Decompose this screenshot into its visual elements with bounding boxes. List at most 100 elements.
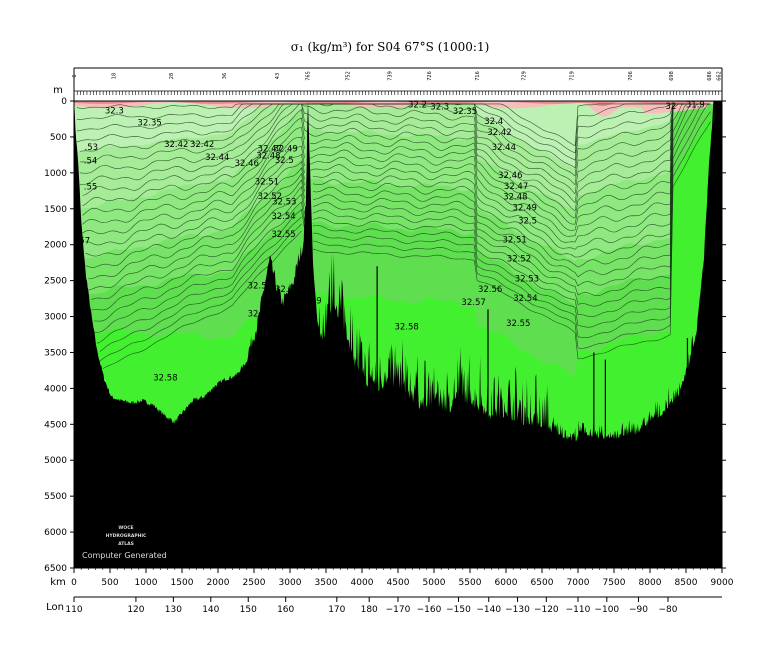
x-tick-label: 6000 bbox=[495, 578, 518, 588]
contour-label: 32.42 bbox=[190, 140, 214, 150]
lon-tick-label: −110 bbox=[566, 605, 591, 615]
contour-label: 32.2 bbox=[408, 101, 427, 111]
contour-line bbox=[88, 103, 711, 291]
contour-label: 32.54 bbox=[271, 212, 295, 222]
contour-label: 32.51 bbox=[255, 177, 279, 187]
x-tick-label: 2000 bbox=[207, 578, 230, 588]
y-tick-label: 0 bbox=[61, 97, 67, 107]
contour-label: 32.48 bbox=[503, 193, 527, 203]
y-tick-label: 6500 bbox=[44, 564, 67, 574]
contour-label: 32.46 bbox=[498, 171, 522, 181]
surface-layer bbox=[74, 101, 722, 117]
station-label: 706 bbox=[628, 71, 634, 81]
x-tick-label: 7000 bbox=[567, 578, 590, 588]
contour-label: 32.58 bbox=[394, 323, 418, 333]
y-tick-label: 6000 bbox=[44, 528, 67, 538]
contour-label: .55 bbox=[84, 182, 98, 192]
x-tick-label: 5000 bbox=[423, 578, 446, 588]
contour-label: 32.35 bbox=[137, 119, 161, 129]
station-label: 719 bbox=[570, 71, 576, 81]
y-tick-label: 3500 bbox=[44, 348, 67, 358]
lon-axis-label: Lon bbox=[46, 602, 64, 613]
lon-tick-label: −140 bbox=[476, 605, 501, 615]
credit-text: Computer Generated bbox=[82, 551, 167, 560]
contour-label: 32.42 bbox=[164, 140, 188, 150]
lon-tick-label: 150 bbox=[240, 605, 257, 615]
lon-tick-label: 120 bbox=[127, 605, 144, 615]
x-tick-label: 1500 bbox=[171, 578, 194, 588]
station-label: 6 bbox=[72, 74, 78, 77]
lon-tick-label: 110 bbox=[65, 605, 82, 615]
station-label: 686 bbox=[707, 71, 713, 81]
contour-label: 32 bbox=[665, 102, 676, 112]
longitude-axis: 110 120 130 140 150 160 170 180 −170 −160 −150 −140… bbox=[46, 596, 722, 615]
bathymetry bbox=[74, 101, 722, 568]
credit-block: WOCE HYDROGRAPHIC ATLAS Computer Generated bbox=[82, 525, 167, 560]
contour-line bbox=[82, 103, 711, 225]
contour-label: 32.54 bbox=[513, 294, 537, 304]
y-axis: 0 500 1000 1500 2000 2500 3000 3500 4000 4500 5000… bbox=[44, 85, 726, 574]
x-tick-label: 500 bbox=[101, 578, 118, 588]
lon-tick-label: −170 bbox=[386, 605, 411, 615]
station-label: 739 bbox=[387, 71, 393, 81]
contour-label: 32.53 bbox=[272, 198, 296, 208]
lon-tick-label: 140 bbox=[202, 605, 219, 615]
x-tick-label: 7500 bbox=[603, 578, 626, 588]
contour-line bbox=[85, 103, 711, 246]
x-tick-label: 1000 bbox=[135, 578, 158, 588]
contour-label: 32.4 bbox=[484, 117, 503, 127]
lon-tick-label: 130 bbox=[165, 605, 182, 615]
contour-label: 32.5 bbox=[275, 156, 294, 166]
lon-tick-label: −80 bbox=[659, 605, 678, 615]
station-label: 765 bbox=[305, 71, 311, 81]
contour-label: 32.52 bbox=[507, 254, 531, 264]
contour-label: 32.35 bbox=[453, 107, 477, 117]
station-label: 716 bbox=[475, 71, 481, 81]
lon-tick-label: −150 bbox=[446, 605, 471, 615]
contour-label: 32.58 bbox=[153, 374, 177, 384]
contour-label: 32.5 bbox=[518, 216, 537, 226]
y-tick-label: 5000 bbox=[44, 456, 67, 466]
x-tick-label: 9000 bbox=[711, 578, 734, 588]
contour-line bbox=[99, 111, 711, 362]
lon-tick-label: −120 bbox=[534, 605, 559, 615]
credit-logo-line: ATLAS bbox=[118, 541, 134, 547]
contour-line bbox=[79, 103, 711, 195]
contour-label: 32.56 bbox=[248, 282, 272, 292]
contour-line bbox=[82, 103, 711, 231]
lon-tick-label: 170 bbox=[328, 605, 345, 615]
contour-label: 32.49 bbox=[513, 203, 537, 213]
station-axis: 6 18 28 36 43 765 752 739 726 716 729 719 706 698 686 6… bbox=[72, 71, 722, 95]
credit-logo-line: HYDROGRAPHIC bbox=[106, 533, 147, 539]
contour-line bbox=[82, 103, 711, 212]
contour-line bbox=[82, 103, 711, 237]
contour-label: 32.58 bbox=[275, 285, 299, 295]
contour-label: 32.57 bbox=[461, 298, 485, 308]
contour-label: 32.57 bbox=[248, 310, 272, 320]
x-tick-label: 3000 bbox=[279, 578, 302, 588]
contour-label: .54 bbox=[84, 157, 98, 167]
contour-line bbox=[79, 103, 711, 177]
x-axis: 0 500 1000 1500 2000 2500 3000 3500 4000 4500 5000… bbox=[50, 568, 734, 588]
contour-line bbox=[94, 103, 711, 333]
contour-label: 32.55 bbox=[506, 319, 530, 329]
contour-label: 32.3 bbox=[430, 103, 449, 113]
x-tick-label: 4500 bbox=[387, 578, 410, 588]
contour-line bbox=[85, 103, 711, 268]
x-tick-label: 8500 bbox=[675, 578, 698, 588]
x-axis-label: km bbox=[50, 577, 66, 588]
contour-label: 32.47 bbox=[504, 182, 528, 192]
contour-line bbox=[88, 103, 711, 280]
lon-tick-label: 180 bbox=[361, 605, 378, 615]
contour-label: 32.55 bbox=[271, 230, 295, 240]
station-label: 43 bbox=[275, 73, 281, 79]
y-tick-label: 2000 bbox=[44, 241, 67, 251]
station-label: 662 bbox=[716, 71, 722, 81]
contour-label: 32.44 bbox=[492, 143, 516, 153]
y-tick-label: 3000 bbox=[44, 313, 67, 323]
x-tick-label: 8000 bbox=[639, 578, 662, 588]
station-label: 729 bbox=[521, 71, 527, 81]
contour-label: 57 bbox=[79, 236, 90, 246]
